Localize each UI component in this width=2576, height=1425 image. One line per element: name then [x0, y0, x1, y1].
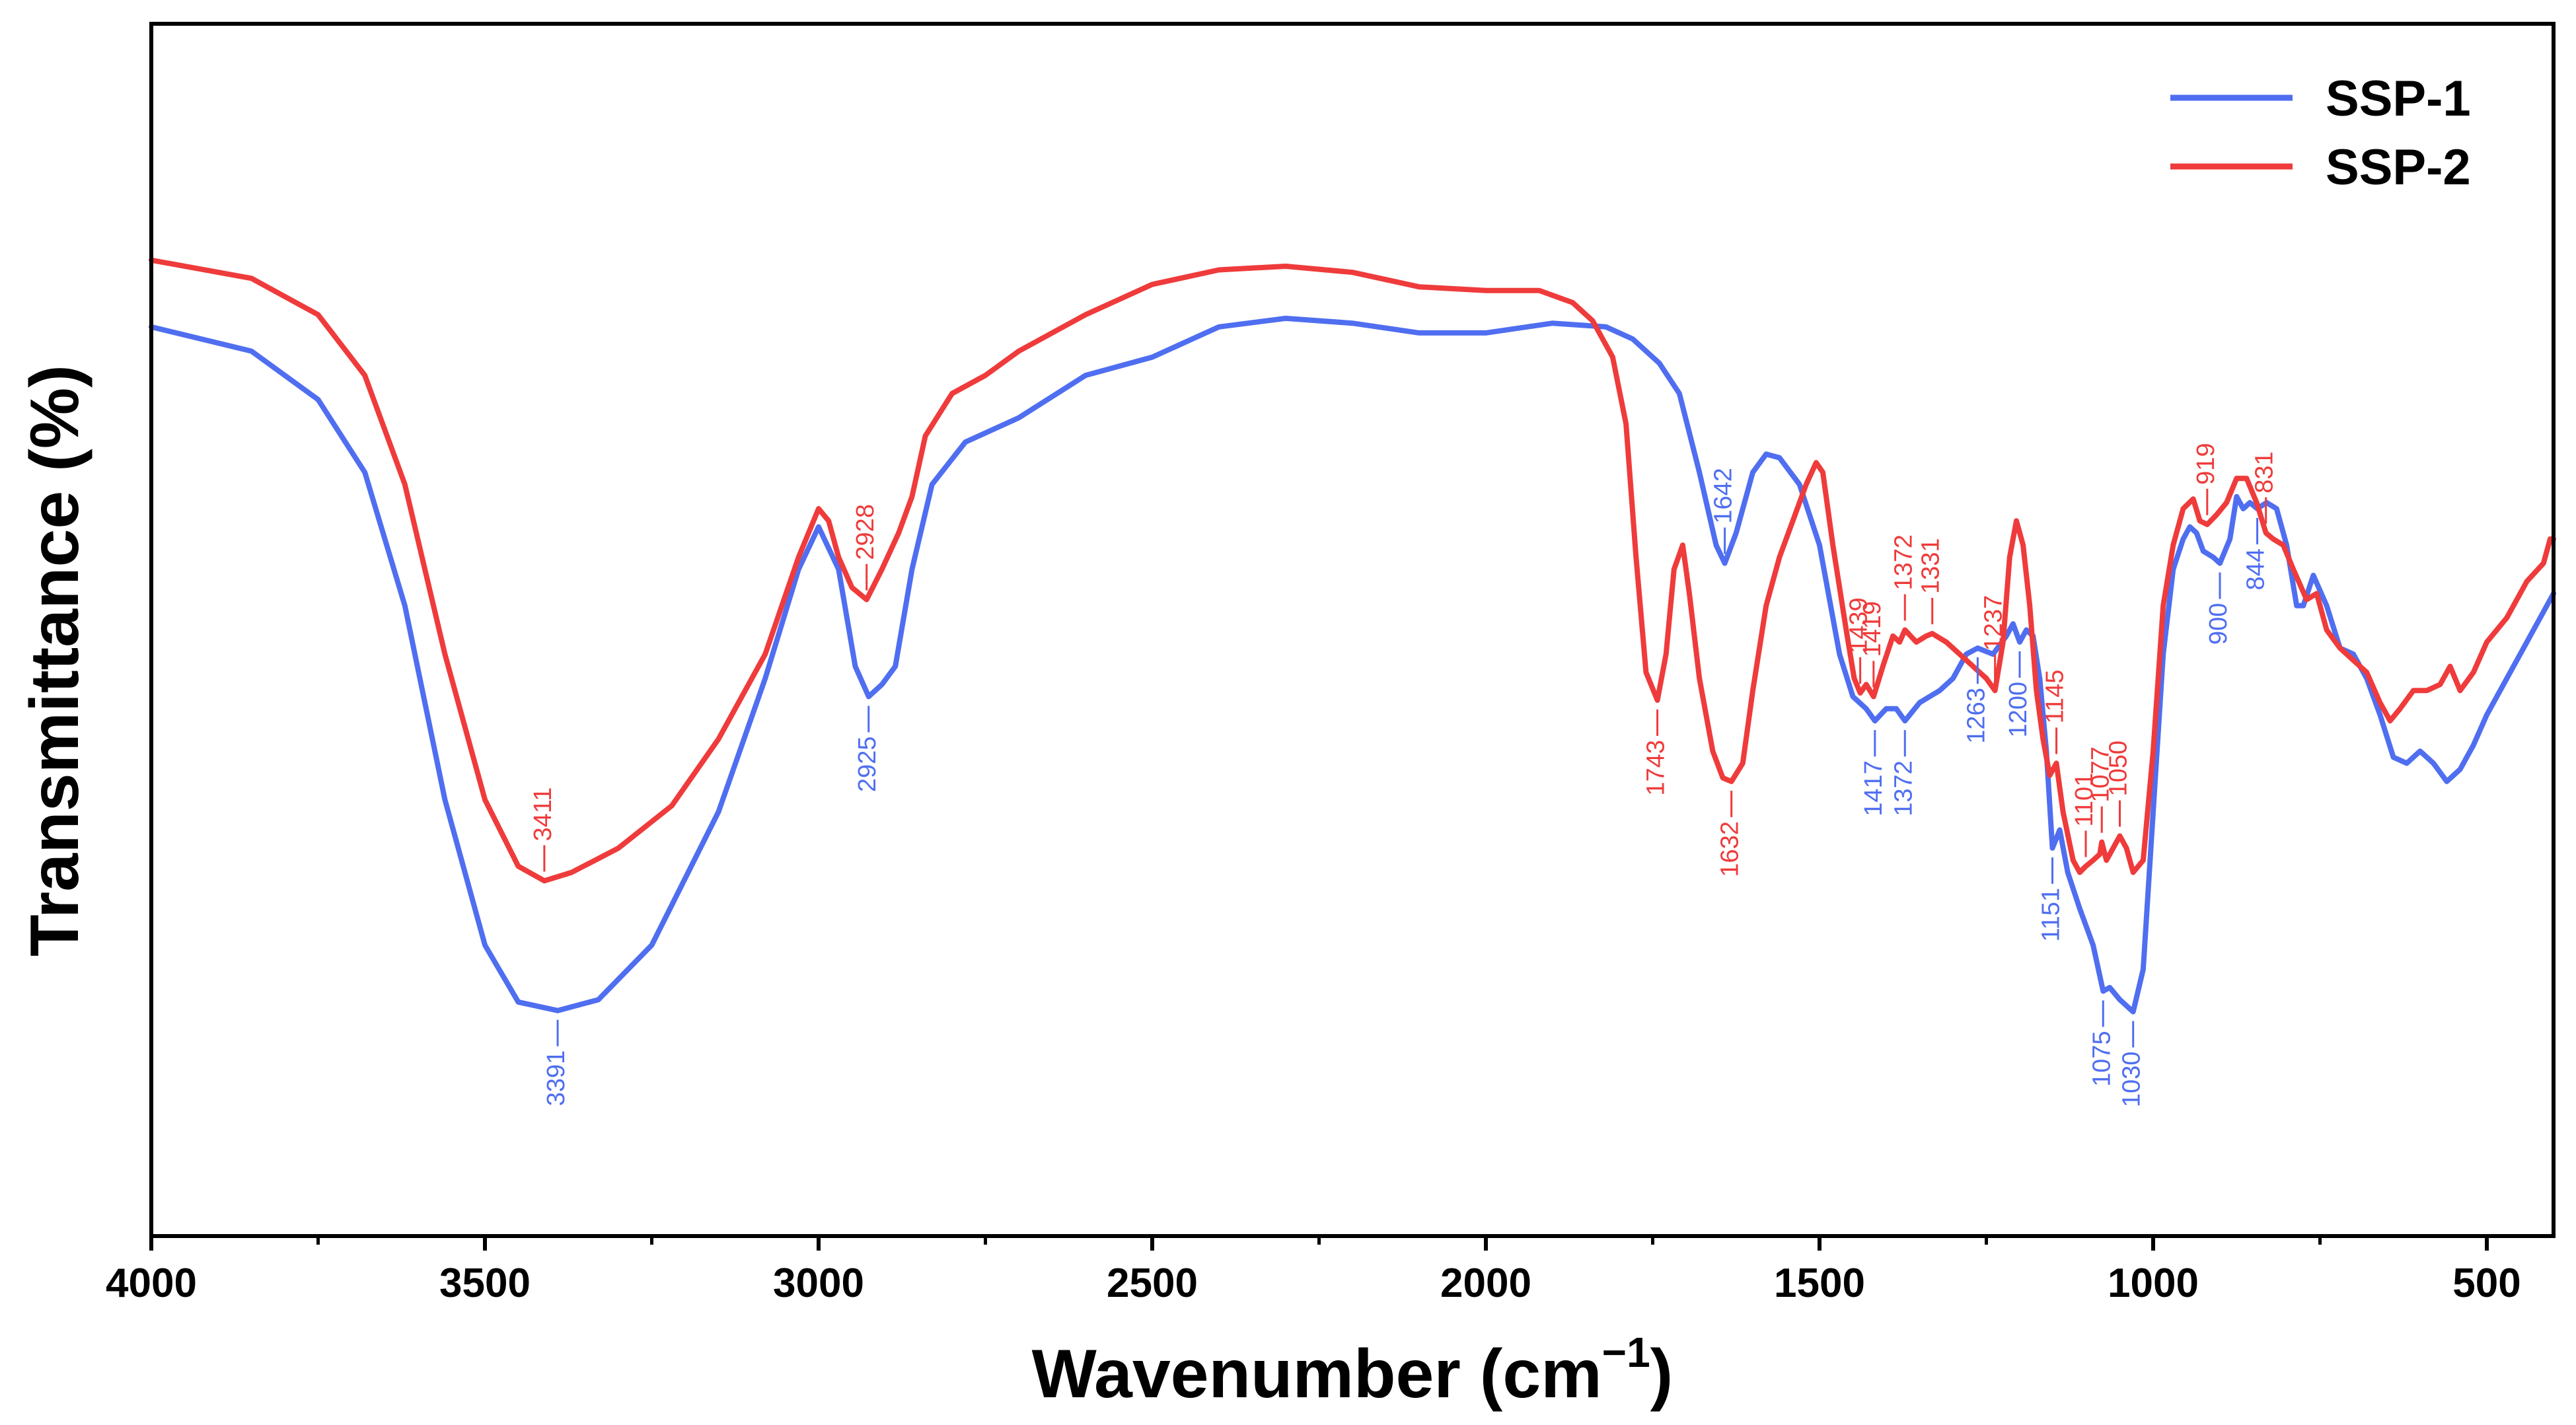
y-axis-title: Transmittance (%) — [17, 365, 93, 957]
peak-label: 1372 — [1890, 760, 1917, 817]
plot-frame — [149, 22, 2556, 1238]
x-axis-title-close: ) — [1650, 1336, 1674, 1412]
peak-label: 1743 — [1642, 740, 1670, 796]
peak-label: 1200 — [2005, 682, 2032, 738]
x-tick-label: 1500 — [1774, 1261, 1865, 1306]
series-line-ssp-2 — [149, 257, 2556, 884]
peak-label: 900 — [2205, 603, 2232, 645]
peak-label: 1417 — [1860, 760, 1888, 817]
series-layer — [149, 257, 2556, 1015]
peak-label: 1263 — [1962, 688, 1990, 744]
legend-label-ssp-2: SSP-2 — [2326, 139, 2471, 196]
legend-label-ssp-1: SSP-1 — [2326, 71, 2471, 127]
x-tick-label: 2500 — [1107, 1261, 1198, 1306]
peak-label: 1075 — [2088, 1031, 2116, 1087]
peak-label: 1372 — [1890, 534, 1917, 591]
peak-label: 1101 — [2071, 773, 2098, 827]
peak-label: 919 — [2192, 443, 2220, 484]
peak-label: 1030 — [2118, 1052, 2146, 1108]
peak-label: 1642 — [1710, 468, 1738, 524]
x-tick-label: 3500 — [439, 1261, 531, 1306]
peak-label: 1145 — [2042, 670, 2069, 724]
peak-label: 1632 — [1716, 821, 1744, 877]
x-axis-title-main: Wavenumber (cm — [1032, 1336, 1602, 1412]
x-tick-label: 4000 — [106, 1261, 197, 1306]
peak-label: 844 — [2242, 548, 2270, 590]
x-tick-label: 3000 — [773, 1261, 864, 1306]
x-tick-label: 2000 — [1440, 1261, 1531, 1306]
peak-label: 2928 — [852, 504, 879, 560]
x-axis: 4000 3500 3000 2500 2000 1500 1000 500 — [106, 1236, 2521, 1306]
peak-label: 1237 — [1980, 595, 2008, 651]
peak-label: 831 — [2251, 451, 2279, 493]
x-axis-title: Wavenumber (cm−1) — [1032, 1329, 1674, 1412]
peak-label: 1077 — [2086, 747, 2114, 803]
peak-label: 3391 — [542, 1050, 570, 1107]
peak-label: 1331 — [1917, 538, 1945, 594]
x-tick-label: 1000 — [2108, 1261, 2199, 1306]
legend: SSP-1 SSP-2 — [2170, 71, 2471, 196]
series-line-ssp-1 — [149, 315, 2556, 1015]
x-tick-label: 500 — [2452, 1261, 2521, 1306]
peak-label: 1050 — [2105, 741, 2133, 797]
peak-label: 2925 — [854, 736, 881, 792]
peak-label: 1439 — [1845, 597, 1873, 653]
x-axis-title-sup: −1 — [1602, 1329, 1650, 1376]
peak-label: 3411 — [529, 787, 557, 842]
peak-label: 1151 — [2038, 888, 2065, 942]
peak-label: 1419 — [1858, 601, 1886, 657]
